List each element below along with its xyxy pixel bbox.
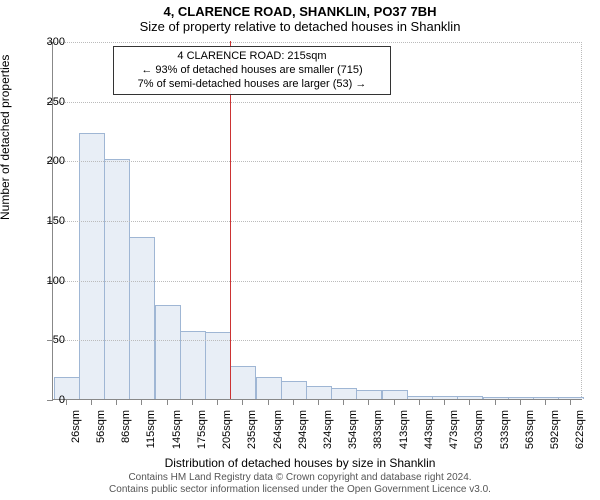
x-tick-label: 383sqm <box>372 410 384 449</box>
x-tick-label: 563sqm <box>524 410 536 449</box>
x-axis-label: Distribution of detached houses by size … <box>0 456 600 470</box>
histogram-bar <box>256 377 282 399</box>
x-tick-label: 264sqm <box>272 410 284 449</box>
x-tick <box>368 399 369 405</box>
histogram-bar <box>457 396 483 399</box>
histogram-bar <box>558 397 584 399</box>
x-tick-label: 145sqm <box>171 410 183 449</box>
x-tick <box>217 399 218 405</box>
x-tick-label: 294sqm <box>297 410 309 449</box>
x-tick <box>141 399 142 405</box>
histogram-bar <box>483 397 509 399</box>
x-tick <box>242 399 243 405</box>
histogram-bar <box>407 396 433 399</box>
histogram-bar <box>281 381 307 399</box>
x-tick <box>394 399 395 405</box>
y-tick-label: 100 <box>25 275 65 287</box>
x-tick-label: 354sqm <box>347 410 359 449</box>
x-tick <box>545 399 546 405</box>
histogram-bar <box>79 133 105 399</box>
histogram-bar <box>306 386 332 399</box>
grid-line <box>53 42 582 43</box>
x-tick-label: 205sqm <box>221 410 233 449</box>
x-tick <box>570 399 571 405</box>
x-tick <box>318 399 319 405</box>
x-tick-label: 86sqm <box>120 410 132 443</box>
x-tick-label: 413sqm <box>398 410 410 449</box>
copyright-block: Contains HM Land Registry data © Crown c… <box>0 472 600 496</box>
x-tick <box>91 399 92 405</box>
x-tick <box>268 399 269 405</box>
x-tick <box>167 399 168 405</box>
grid-line <box>53 102 582 103</box>
x-tick <box>343 399 344 405</box>
x-tick <box>444 399 445 405</box>
x-tick-label: 473sqm <box>448 410 460 449</box>
x-tick <box>520 399 521 405</box>
x-tick-label: 26sqm <box>70 410 82 443</box>
grid-line <box>53 221 582 222</box>
y-axis-label: Number of detached properties <box>0 55 12 220</box>
y-tick-label: 150 <box>25 215 65 227</box>
x-tick <box>469 399 470 405</box>
x-tick <box>66 399 67 405</box>
y-tick-label: 250 <box>25 96 65 108</box>
histogram-bar <box>508 397 534 399</box>
page-subtitle: Size of property relative to detached ho… <box>0 19 600 36</box>
x-tick <box>192 399 193 405</box>
x-tick-label: 503sqm <box>473 410 485 449</box>
x-tick <box>495 399 496 405</box>
x-tick-label: 115sqm <box>145 410 157 448</box>
page: 4, CLARENCE ROAD, SHANKLIN, PO37 7BH Siz… <box>0 0 600 500</box>
histogram-bar <box>356 390 382 399</box>
histogram-bar <box>230 366 256 399</box>
page-title: 4, CLARENCE ROAD, SHANKLIN, PO37 7BH <box>0 0 600 19</box>
annotation-line-2: ← 93% of detached houses are smaller (71… <box>120 64 384 78</box>
histogram-bar <box>180 331 206 399</box>
y-tick-label: 0 <box>25 394 65 406</box>
x-tick-label: 443sqm <box>423 410 435 449</box>
grid-line <box>53 161 582 162</box>
x-tick-label: 235sqm <box>246 410 258 449</box>
y-tick-label: 200 <box>25 155 65 167</box>
x-tick-label: 533sqm <box>499 410 511 449</box>
annotation-line-3: 7% of semi-detached houses are larger (5… <box>120 78 384 92</box>
grid-line <box>53 281 582 282</box>
x-tick-label: 56sqm <box>95 410 107 443</box>
histogram-bar <box>331 388 357 399</box>
annotation-line-1: 4 CLARENCE ROAD: 215sqm <box>120 50 384 64</box>
x-tick-label: 622sqm <box>574 410 586 449</box>
x-tick-label: 324sqm <box>322 410 334 449</box>
x-tick-label: 592sqm <box>549 410 561 449</box>
y-tick-label: 300 <box>25 36 65 48</box>
x-tick <box>116 399 117 405</box>
histogram-bar <box>205 332 231 399</box>
grid-line <box>53 340 582 341</box>
x-tick <box>293 399 294 405</box>
x-tick <box>419 399 420 405</box>
y-tick-label: 50 <box>25 334 65 346</box>
annotation-box: 4 CLARENCE ROAD: 215sqm ← 93% of detache… <box>113 46 391 95</box>
histogram-bar <box>104 159 130 399</box>
histogram-bar <box>155 305 181 399</box>
histogram-bar <box>129 237 155 399</box>
histogram-chart: 4 CLARENCE ROAD: 215sqm ← 93% of detache… <box>52 42 582 400</box>
copyright-line-2: Contains public sector information licen… <box>0 484 600 496</box>
copyright-line-1: Contains HM Land Registry data © Crown c… <box>0 472 600 484</box>
histogram-bar <box>382 390 408 399</box>
x-tick-label: 175sqm <box>196 410 208 449</box>
